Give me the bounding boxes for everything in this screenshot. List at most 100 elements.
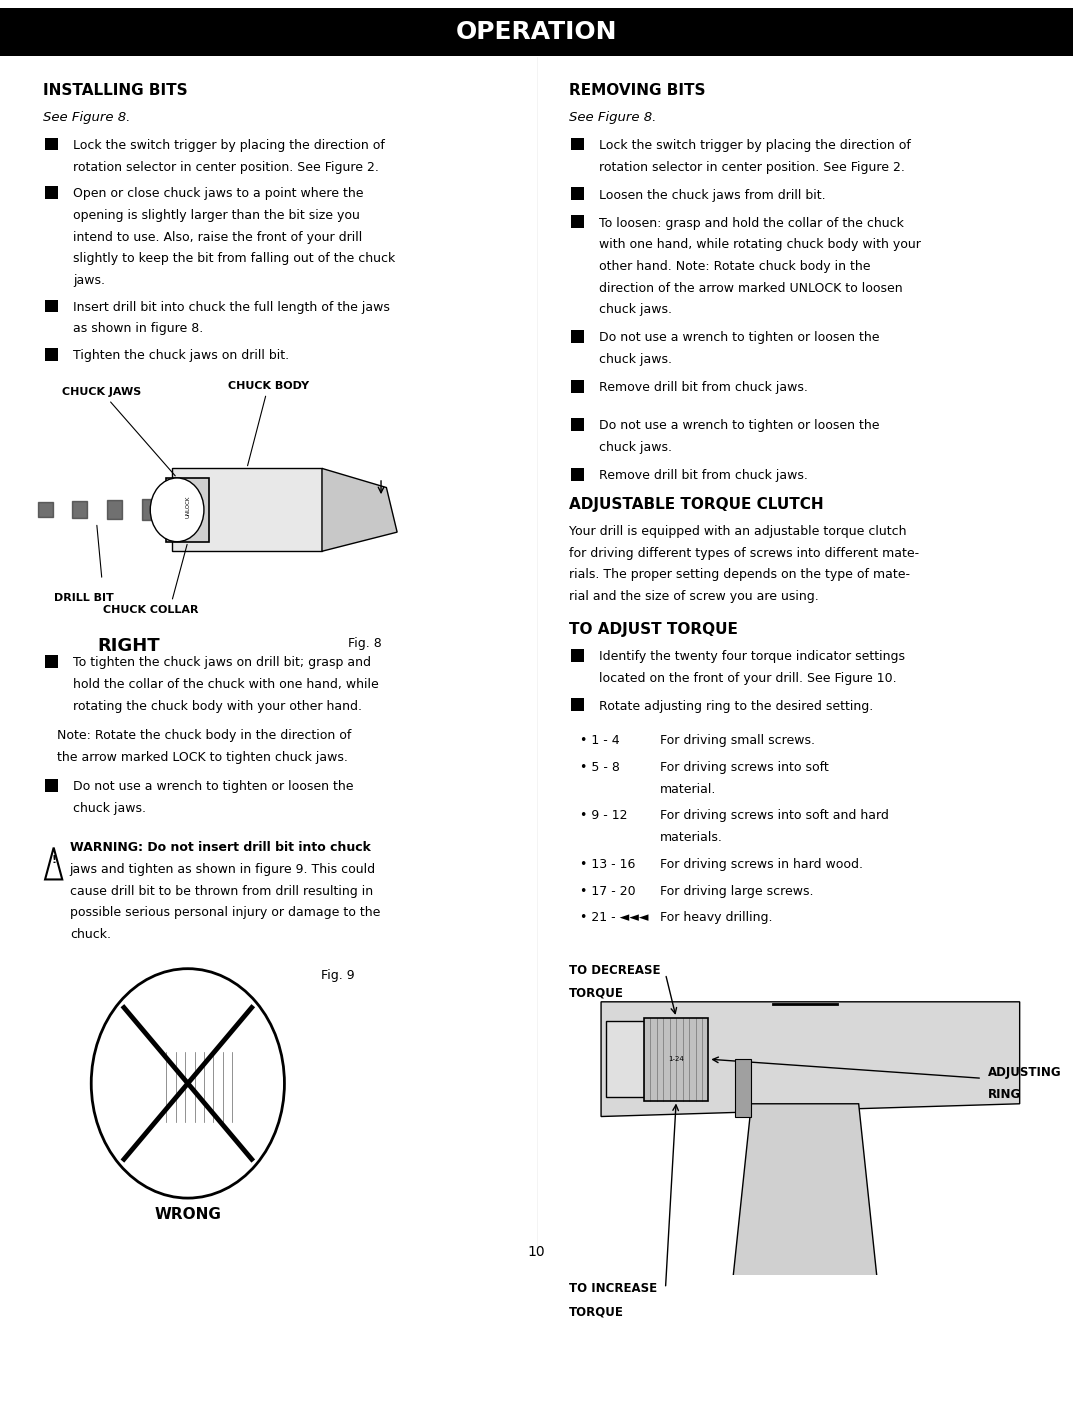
Text: materials.: materials.: [660, 831, 723, 844]
Text: slightly to keep the bit from falling out of the chuck: slightly to keep the bit from falling ou…: [73, 252, 395, 265]
Text: For driving screws into soft and hard: For driving screws into soft and hard: [660, 809, 889, 823]
Text: See Figure 8.: See Figure 8.: [569, 111, 657, 123]
Text: for driving different types of screws into different mate-: for driving different types of screws in…: [569, 547, 919, 559]
Text: chuck jaws.: chuck jaws.: [599, 303, 672, 317]
Text: opening is slightly larger than the bit size you: opening is slightly larger than the bit …: [73, 209, 360, 222]
Text: • 21 - ◄◄◄: • 21 - ◄◄◄: [580, 911, 648, 924]
Text: CHUCK JAWS: CHUCK JAWS: [63, 387, 175, 475]
Text: • 9 - 12: • 9 - 12: [580, 809, 627, 823]
Text: Loosen the chuck jaws from drill bit.: Loosen the chuck jaws from drill bit.: [599, 189, 825, 202]
Text: the arrow marked LOCK to tighten chuck jaws.: the arrow marked LOCK to tighten chuck j…: [57, 750, 348, 764]
Text: Do not use a wrench to tighten or loosen the: Do not use a wrench to tighten or loosen…: [599, 331, 879, 345]
Text: other hand. Note: Rotate chuck body in the: other hand. Note: Rotate chuck body in t…: [599, 259, 870, 273]
Text: To loosen: grasp and hold the collar of the chuck: To loosen: grasp and hold the collar of …: [599, 217, 904, 230]
Circle shape: [91, 969, 284, 1199]
FancyBboxPatch shape: [607, 1021, 665, 1098]
Text: Tighten the chuck jaws on drill bit.: Tighten the chuck jaws on drill bit.: [73, 349, 289, 362]
Text: REMOVING BITS: REMOVING BITS: [569, 83, 705, 98]
Bar: [571, 418, 584, 430]
FancyBboxPatch shape: [166, 478, 210, 541]
Text: OPERATION: OPERATION: [456, 20, 618, 43]
Text: Do not use a wrench to tighten or loosen the: Do not use a wrench to tighten or loosen…: [599, 419, 879, 432]
Text: direction of the arrow marked UNLOCK to loosen: direction of the arrow marked UNLOCK to …: [599, 282, 903, 294]
Text: Open or close chuck jaws to a point where the: Open or close chuck jaws to a point wher…: [73, 188, 364, 200]
Text: jaws.: jaws.: [73, 273, 105, 287]
Bar: [45, 300, 58, 313]
Bar: [45, 778, 58, 792]
Text: TO INCREASE: TO INCREASE: [569, 1283, 657, 1295]
Text: Remove drill bit from chuck jaws.: Remove drill bit from chuck jaws.: [599, 470, 808, 482]
Bar: [571, 468, 584, 481]
Text: • 1 - 4: • 1 - 4: [580, 735, 619, 747]
Text: ADJUSTING: ADJUSTING: [987, 1066, 1061, 1078]
Text: Your drill is equipped with an adjustable torque clutch: Your drill is equipped with an adjustabl…: [569, 526, 906, 538]
Text: !: !: [51, 855, 56, 865]
Text: DRILL BIT: DRILL BIT: [54, 593, 113, 603]
Bar: [571, 137, 584, 150]
Text: chuck jaws.: chuck jaws.: [73, 802, 146, 815]
Text: CHUCK BODY: CHUCK BODY: [228, 381, 309, 465]
Text: Note: Rotate the chuck body in the direction of: Note: Rotate the chuck body in the direc…: [57, 729, 351, 742]
Text: Do not use a wrench to tighten or loosen the: Do not use a wrench to tighten or loosen…: [73, 780, 353, 794]
Text: RIGHT: RIGHT: [97, 638, 160, 655]
Text: chuck.: chuck.: [70, 928, 111, 941]
Text: material.: material.: [660, 782, 716, 795]
Text: 1-24: 1-24: [669, 1056, 684, 1063]
Text: Lock the switch trigger by placing the direction of: Lock the switch trigger by placing the d…: [599, 139, 910, 151]
Text: UNLOCK: UNLOCK: [186, 496, 190, 519]
Bar: [571, 698, 584, 711]
Bar: [45, 348, 58, 360]
Text: as shown in figure 8.: as shown in figure 8.: [73, 322, 203, 335]
Text: For heavy drilling.: For heavy drilling.: [660, 911, 772, 924]
Text: Remove drill bit from chuck jaws.: Remove drill bit from chuck jaws.: [599, 381, 808, 394]
Bar: [45, 186, 58, 199]
Text: TO ADJUST TORQUE: TO ADJUST TORQUE: [569, 622, 738, 637]
Text: Insert drill bit into chuck the full length of the jaws: Insert drill bit into chuck the full len…: [73, 301, 390, 314]
Text: For driving large screws.: For driving large screws.: [660, 885, 813, 897]
Bar: [45, 137, 58, 150]
Text: For driving screws into soft: For driving screws into soft: [660, 761, 828, 774]
Text: intend to use. Also, raise the front of your drill: intend to use. Also, raise the front of …: [73, 231, 362, 244]
Bar: [571, 380, 584, 393]
Text: chuck jaws.: chuck jaws.: [599, 442, 672, 454]
FancyBboxPatch shape: [0, 7, 1074, 56]
Polygon shape: [602, 1002, 1020, 1116]
Text: TORQUE: TORQUE: [569, 1305, 624, 1318]
Text: WRONG: WRONG: [154, 1207, 221, 1223]
Text: located on the front of your drill. See Figure 10.: located on the front of your drill. See …: [599, 672, 896, 684]
Bar: [571, 188, 584, 200]
Text: possible serious personal injury or damage to the: possible serious personal injury or dama…: [70, 906, 380, 920]
Text: WARNING: Do not insert drill bit into chuck: WARNING: Do not insert drill bit into ch…: [70, 841, 370, 854]
Text: RING: RING: [987, 1088, 1021, 1102]
Text: See Figure 8.: See Figure 8.: [43, 111, 131, 123]
Text: TO DECREASE: TO DECREASE: [569, 963, 660, 977]
Bar: [571, 216, 584, 229]
Text: rotating the chuck body with your other hand.: rotating the chuck body with your other …: [73, 700, 362, 712]
Text: TORQUE: TORQUE: [569, 987, 624, 1000]
Text: rial and the size of screw you are using.: rial and the size of screw you are using…: [569, 590, 819, 603]
Text: Fig. 9: Fig. 9: [321, 969, 355, 981]
Bar: [571, 329, 584, 343]
Polygon shape: [322, 468, 397, 551]
Text: chuck jaws.: chuck jaws.: [599, 353, 672, 366]
Polygon shape: [735, 1059, 752, 1116]
Circle shape: [150, 478, 204, 541]
Text: with one hand, while rotating chuck body with your: with one hand, while rotating chuck body…: [599, 238, 921, 251]
Text: cause drill bit to be thrown from drill resulting in: cause drill bit to be thrown from drill …: [70, 885, 373, 897]
Text: • 13 - 16: • 13 - 16: [580, 858, 635, 871]
Bar: [571, 649, 584, 662]
Text: rials. The proper setting depends on the type of mate-: rials. The proper setting depends on the…: [569, 568, 909, 582]
Text: For driving screws in hard wood.: For driving screws in hard wood.: [660, 858, 863, 871]
Text: For driving small screws.: For driving small screws.: [660, 735, 815, 747]
FancyBboxPatch shape: [644, 1018, 708, 1101]
FancyBboxPatch shape: [166, 1052, 242, 1122]
Text: hold the collar of the chuck with one hand, while: hold the collar of the chuck with one ha…: [73, 679, 379, 691]
Polygon shape: [45, 848, 63, 879]
Text: Identify the twenty four torque indicator settings: Identify the twenty four torque indicato…: [599, 651, 905, 663]
Text: 10: 10: [528, 1245, 545, 1259]
Text: CHUCK COLLAR: CHUCK COLLAR: [103, 606, 198, 615]
Text: • 5 - 8: • 5 - 8: [580, 761, 620, 774]
Text: INSTALLING BITS: INSTALLING BITS: [43, 83, 188, 98]
Text: ADJUSTABLE TORQUE CLUTCH: ADJUSTABLE TORQUE CLUTCH: [569, 498, 823, 512]
Bar: [45, 655, 58, 667]
